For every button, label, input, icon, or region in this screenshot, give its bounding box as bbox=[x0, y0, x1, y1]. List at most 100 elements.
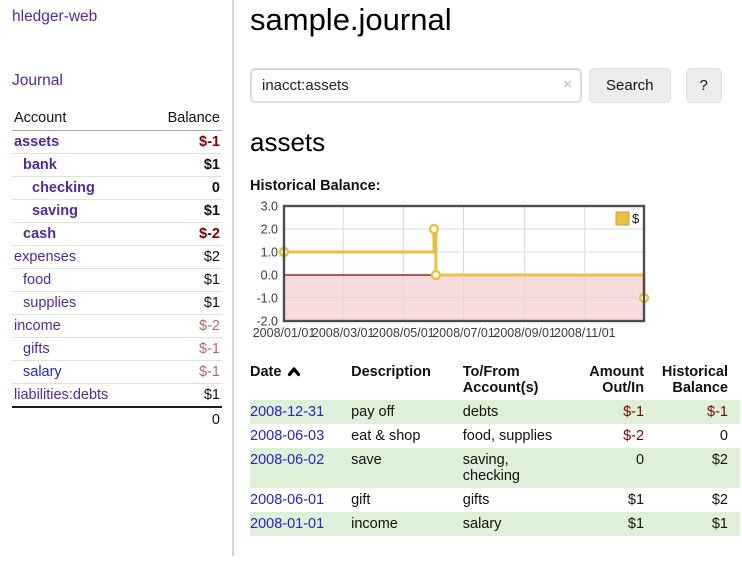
chart-title: Historical Balance: bbox=[250, 178, 381, 194]
accounts-total-row: 0 bbox=[12, 406, 222, 432]
accounts-header-row: Account Balance bbox=[12, 106, 222, 131]
x-axis-tick-label: 2008/11/01 bbox=[554, 326, 616, 340]
account-link[interactable]: cash bbox=[23, 226, 57, 242]
account-balance: $1 bbox=[145, 291, 222, 315]
account-balance: 0 bbox=[145, 176, 222, 200]
transaction-amount: $1 bbox=[627, 492, 645, 508]
transaction-description: gift bbox=[351, 492, 371, 508]
transactions-body: 2008-12-31 pay off debts $-1 $-1 2008-06-03 ea… bbox=[250, 400, 740, 536]
y-axis-tick-label: 0.0 bbox=[261, 269, 278, 283]
search-form: × Search ? bbox=[250, 68, 740, 103]
account-row: expenses $2 bbox=[12, 245, 222, 269]
app-title-link[interactable]: hledger-web bbox=[12, 8, 98, 25]
y-axis-tick-label: 2.0 bbox=[261, 223, 278, 237]
account-heading: assets bbox=[250, 127, 326, 157]
account-link[interactable]: liabilities:debts bbox=[14, 387, 109, 403]
account-row: supplies $1 bbox=[12, 291, 222, 315]
account-balance: $-1 bbox=[199, 134, 220, 150]
transaction-balance: 0 bbox=[719, 428, 728, 444]
transaction-accounts: saving, checking bbox=[462, 452, 520, 484]
transaction-accounts: debts bbox=[462, 404, 499, 420]
historical-balance-chart: $3.0 2.0 1.0 0.0 -1.0 -2.0 2008/01/01 2008/03/0… bbox=[250, 200, 740, 348]
transaction-row: 2008-01-01 income salary $1 $1 bbox=[250, 512, 740, 536]
transaction-date-link[interactable]: 2008-06-03 bbox=[250, 428, 325, 444]
account-link[interactable]: checking bbox=[32, 180, 95, 196]
sort-ascending-icon bbox=[288, 367, 301, 377]
accounts-table: Account Balance assets $-1 bank $1 checking 0… bbox=[12, 106, 222, 432]
clear-search-icon[interactable]: × bbox=[563, 76, 572, 93]
y-axis-tick-label: -2.0 bbox=[256, 315, 278, 329]
account-row: assets $-1 bbox=[12, 131, 222, 154]
y-axis-tick-label: 1.0 bbox=[261, 246, 278, 260]
transaction-accounts: salary bbox=[462, 516, 502, 532]
account-link[interactable]: food bbox=[23, 272, 52, 288]
transaction-balance: $1 bbox=[711, 516, 728, 532]
accounts-total-value: 0 bbox=[145, 406, 222, 432]
accounts-col-balance: Balance bbox=[145, 106, 222, 131]
account-balance: $1 bbox=[145, 153, 222, 177]
account-balance: $-1 bbox=[145, 360, 222, 384]
account-link[interactable]: gifts bbox=[23, 341, 50, 357]
accounts-table-body: assets $-1 bank $1 checking 0 saving $1 cash $-2 e… bbox=[12, 131, 222, 407]
transaction-description: eat & shop bbox=[351, 428, 421, 444]
transaction-balance: $2 bbox=[711, 452, 728, 468]
account-link[interactable]: expenses bbox=[14, 249, 77, 265]
data-point-marker bbox=[430, 269, 442, 281]
chart-legend: $ bbox=[615, 211, 640, 226]
transaction-description: pay off bbox=[351, 404, 395, 420]
account-row: cash $-2 bbox=[12, 222, 222, 246]
x-axis-tick-label: 2008/03/01 bbox=[312, 326, 375, 340]
transaction-date-link[interactable]: 2008-06-01 bbox=[250, 492, 325, 508]
col-balance: Historical Balance bbox=[661, 364, 728, 396]
y-axis-tick-label: -1.0 bbox=[256, 292, 278, 306]
transactions-table: Date Description To/From Account(s) Amou… bbox=[250, 362, 740, 536]
help-button[interactable]: ? bbox=[685, 68, 722, 103]
account-balance: $-2 bbox=[145, 222, 222, 246]
account-row: liabilities:debts $1 bbox=[12, 383, 222, 407]
transaction-accounts: food, supplies bbox=[462, 428, 553, 444]
transaction-description: save bbox=[351, 452, 382, 468]
account-row: checking 0 bbox=[12, 176, 222, 200]
balance-chart-svg: $3.0 2.0 1.0 0.0 -1.0 -2.02008/01/012008/03/0… bbox=[253, 200, 650, 340]
transaction-amount: $1 bbox=[627, 516, 645, 532]
account-link[interactable]: assets bbox=[14, 134, 60, 150]
x-axis-tick-label: 2008/01/01 bbox=[253, 326, 316, 340]
transaction-accounts: gifts bbox=[462, 492, 490, 508]
transaction-amount: $-1 bbox=[623, 404, 645, 420]
account-row: gifts $-1 bbox=[12, 337, 222, 361]
search-input[interactable] bbox=[250, 68, 582, 103]
sidebar-item-journal[interactable]: Journal bbox=[12, 72, 63, 89]
transaction-date-link[interactable]: 2008-12-31 bbox=[250, 404, 325, 420]
svg-text:$: $ bbox=[632, 211, 640, 226]
col-accounts: To/From Account(s) bbox=[462, 364, 539, 396]
account-balance: $1 bbox=[145, 383, 222, 407]
account-link[interactable]: supplies bbox=[23, 295, 77, 311]
account-link[interactable]: saving bbox=[32, 203, 78, 219]
account-link[interactable]: income bbox=[14, 318, 61, 334]
transaction-row: 2008-12-31 pay off debts $-1 $-1 bbox=[250, 400, 740, 424]
account-row: saving $1 bbox=[12, 199, 222, 223]
app-window: hledger-web Journal Account Balance asse… bbox=[12, 0, 740, 556]
transaction-date-link[interactable]: 2008-06-02 bbox=[250, 452, 325, 468]
transaction-amount: 0 bbox=[635, 452, 645, 468]
x-axis-tick-label: 2008/05/01 bbox=[372, 326, 435, 340]
search-button[interactable]: Search bbox=[589, 68, 671, 103]
account-balance: $1 bbox=[145, 268, 222, 292]
account-link[interactable]: salary bbox=[23, 364, 62, 380]
col-description: Description bbox=[351, 364, 431, 380]
account-balance: $-2 bbox=[145, 314, 222, 338]
col-date[interactable]: Date bbox=[250, 362, 351, 400]
account-row: salary $-1 bbox=[12, 360, 222, 384]
account-balance: $-1 bbox=[145, 337, 222, 361]
transaction-amount: $-2 bbox=[623, 428, 645, 444]
y-axis-tick-label: 3.0 bbox=[261, 200, 278, 214]
data-point-marker bbox=[428, 223, 440, 235]
transaction-row: 2008-06-01 gift gifts $1 $2 bbox=[250, 488, 740, 512]
transaction-row: 2008-06-02 save saving, checking 0 $2 bbox=[250, 448, 740, 488]
account-row: food $1 bbox=[12, 268, 222, 292]
account-link[interactable]: bank bbox=[23, 157, 57, 173]
transaction-date-link[interactable]: 2008-01-01 bbox=[250, 516, 325, 532]
accounts-col-account: Account bbox=[12, 106, 146, 131]
transaction-balance: $2 bbox=[711, 492, 728, 508]
col-amount: Amount Out/In bbox=[589, 364, 645, 396]
